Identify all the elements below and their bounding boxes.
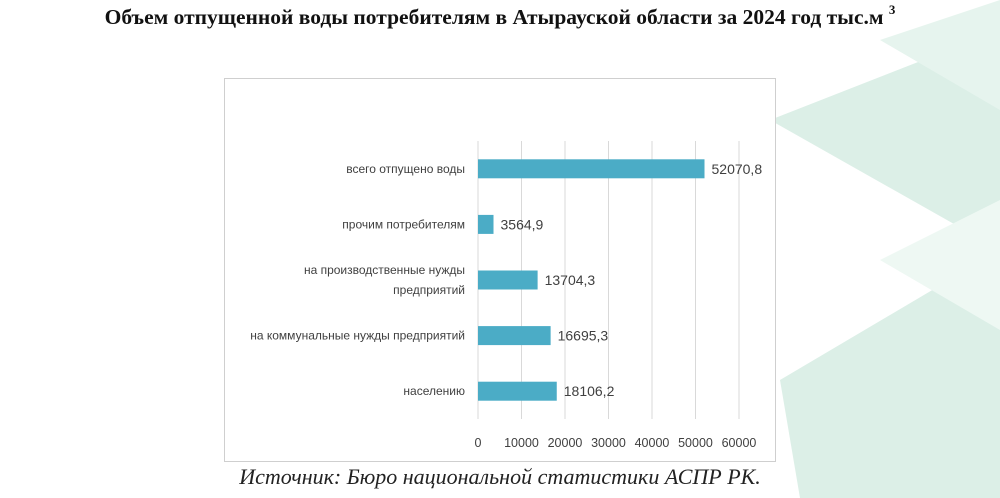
category-label: населению bbox=[403, 384, 465, 398]
category-label: всего отпущено воды bbox=[346, 162, 465, 176]
data-label: 16695,3 bbox=[558, 328, 609, 344]
x-tick-label: 30000 bbox=[591, 436, 626, 450]
bar bbox=[478, 214, 494, 234]
bar bbox=[478, 381, 557, 401]
category-label: на производственные нужды bbox=[304, 263, 465, 277]
x-tick-label: 10000 bbox=[504, 436, 539, 450]
data-label: 52070,8 bbox=[712, 161, 763, 177]
data-label: 3564,9 bbox=[501, 216, 544, 232]
chart-panel: 0 10000 20000 30000 40000 50000 60000 52070,8 вс… bbox=[224, 78, 776, 462]
source-caption: Источник: Бюро национальной статистики А… bbox=[239, 464, 761, 489]
x-tick-label: 0 bbox=[475, 436, 482, 450]
bar-chart: 0 10000 20000 30000 40000 50000 60000 52070,8 вс… bbox=[250, 141, 763, 450]
category-label: на коммунальные нужды предприятий bbox=[250, 329, 465, 343]
bar bbox=[478, 270, 538, 290]
page-title: Объем отпущенной воды потребителям в Аты… bbox=[0, 2, 1000, 30]
category-label: предприятий bbox=[393, 283, 465, 297]
x-tick-label: 40000 bbox=[635, 436, 670, 450]
title-text: Объем отпущенной воды потребителям в Аты… bbox=[104, 5, 884, 30]
x-tick-label: 50000 bbox=[678, 436, 713, 450]
data-label: 13704,3 bbox=[545, 272, 596, 288]
title-superscript: 3 bbox=[888, 2, 896, 17]
x-tick-label: 60000 bbox=[722, 436, 757, 450]
category-label: прочим потребителям bbox=[342, 217, 465, 231]
x-tick-label: 20000 bbox=[548, 436, 583, 450]
bar bbox=[478, 326, 551, 346]
bar bbox=[478, 159, 705, 179]
data-label: 18106,2 bbox=[564, 383, 615, 399]
